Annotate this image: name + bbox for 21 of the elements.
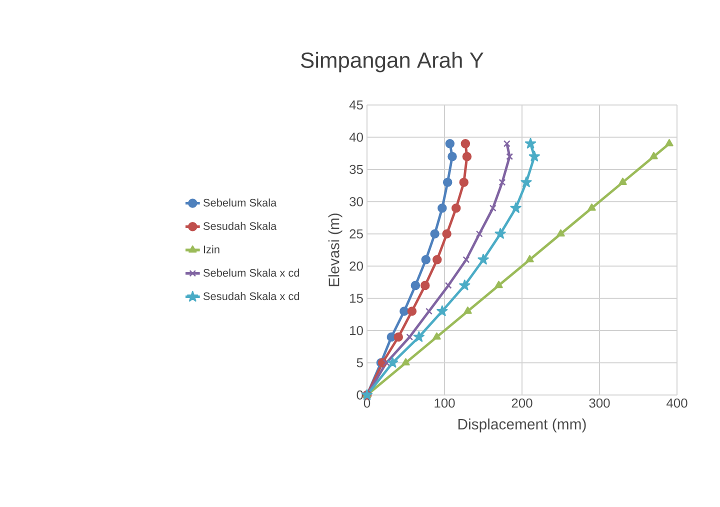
x-tick-label: 300: [589, 398, 610, 408]
x-tick-label: 200: [512, 398, 532, 408]
y-axis-title: Elevasi (m): [328, 214, 342, 286]
chart-title: Simpangan Arah Y: [301, 52, 484, 72]
legend-label: Izin: [204, 245, 220, 254]
y-tick-label: 20: [350, 262, 363, 271]
legend-label: Sesudah Skala x cd: [203, 292, 300, 300]
legend-label: Sebelum Skala x cd: [203, 268, 300, 277]
y-tick-label: 10: [350, 326, 363, 336]
x-axis-title: Displacement (mm): [458, 418, 586, 432]
legend-label: Sesudah Skala: [203, 222, 277, 230]
y-tick-label: 15: [350, 294, 363, 303]
y-tick-label: 40: [349, 132, 363, 142]
y-tick-label: 35: [350, 164, 363, 174]
legend-label: Sebelum Skala: [203, 198, 277, 207]
y-tick-label: 5: [356, 358, 363, 368]
x-tick-label: 100: [434, 398, 455, 408]
x-tick-label: 400: [666, 398, 688, 408]
y-tick-label: 45: [349, 100, 363, 110]
y-tick-label: 30: [350, 197, 363, 206]
y-tick-label: 25: [350, 229, 363, 238]
